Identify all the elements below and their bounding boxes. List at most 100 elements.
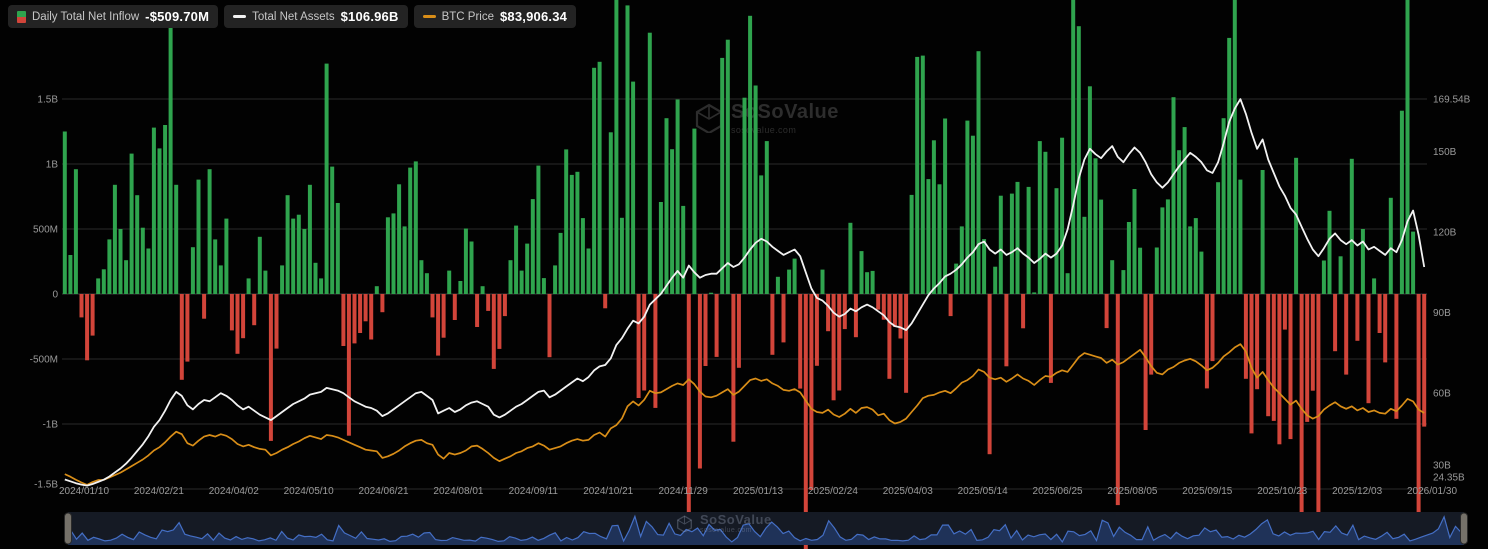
legend-chip-daily-net-inflow[interactable]: Daily Total Net Inflow -$509.70M [8, 5, 219, 28]
inflow-bar[interactable] [703, 294, 708, 366]
inflow-bar[interactable] [736, 294, 741, 368]
inflow-bar[interactable] [352, 294, 357, 344]
inflow-bar[interactable] [647, 32, 652, 294]
inflow-bar[interactable] [1099, 199, 1104, 294]
inflow-bar[interactable] [681, 205, 686, 294]
inflow-bar[interactable] [469, 241, 474, 295]
inflow-bar[interactable] [174, 184, 179, 294]
inflow-bar[interactable] [753, 85, 758, 295]
inflow-bar[interactable] [1199, 251, 1204, 294]
inflow-bar[interactable] [519, 270, 524, 294]
inflow-bar[interactable] [1355, 294, 1360, 341]
inflow-bar[interactable] [185, 294, 190, 362]
inflow-bar[interactable] [859, 251, 864, 294]
inflow-bar[interactable] [246, 278, 251, 294]
inflow-bar[interactable] [151, 127, 156, 294]
inflow-bar[interactable] [1171, 97, 1176, 294]
inflow-bar[interactable] [458, 281, 463, 294]
inflow-bar[interactable] [1243, 294, 1248, 379]
inflow-bar[interactable] [1115, 294, 1120, 506]
inflow-bar[interactable] [1249, 294, 1254, 434]
inflow-bar[interactable] [1110, 260, 1115, 294]
inflow-bar[interactable] [163, 125, 168, 294]
inflow-bar[interactable] [725, 39, 730, 295]
inflow-bar[interactable] [525, 243, 530, 294]
inflow-bar[interactable] [675, 99, 680, 295]
inflow-bar[interactable] [213, 239, 218, 294]
inflow-bar[interactable] [853, 294, 858, 338]
inflow-bar[interactable] [931, 140, 936, 294]
inflow-bar[interactable] [642, 294, 647, 391]
inflow-bar[interactable] [770, 294, 775, 355]
inflow-bar[interactable] [202, 294, 207, 319]
inflow-bar[interactable] [1048, 294, 1053, 383]
inflow-bar[interactable] [970, 135, 975, 294]
inflow-bar[interactable] [575, 171, 580, 294]
inflow-bar[interactable] [1087, 86, 1092, 294]
inflow-bar[interactable] [870, 270, 875, 294]
inflow-bar[interactable] [1037, 141, 1042, 294]
inflow-bar[interactable] [1310, 294, 1315, 391]
inflow-bar[interactable] [541, 278, 546, 294]
inflow-bar[interactable] [1015, 181, 1020, 294]
inflow-bar[interactable] [603, 294, 608, 309]
inflow-bar[interactable] [463, 228, 468, 295]
inflow-bar[interactable] [514, 225, 519, 294]
inflow-bar[interactable] [235, 294, 240, 354]
inflow-bar[interactable] [1004, 294, 1009, 367]
inflow-bar[interactable] [1149, 294, 1154, 375]
inflow-bar[interactable] [1009, 193, 1014, 294]
inflow-bar[interactable] [1138, 247, 1143, 294]
inflow-bar[interactable] [1210, 294, 1215, 362]
inflow-bar[interactable] [720, 57, 725, 295]
inflow-bar[interactable] [73, 169, 78, 294]
inflow-bar[interactable] [268, 294, 273, 441]
inflow-bar[interactable] [319, 278, 324, 294]
inflow-bar[interactable] [926, 179, 931, 294]
inflow-bar[interactable] [1054, 188, 1059, 294]
inflow-bar[interactable] [380, 294, 385, 313]
inflow-bar[interactable] [798, 294, 803, 389]
inflow-bar[interactable] [937, 184, 942, 294]
inflow-bar[interactable] [369, 294, 374, 340]
inflow-bar[interactable] [1327, 210, 1332, 294]
inflow-bar[interactable] [1271, 294, 1276, 421]
inflow-bar[interactable] [1032, 292, 1037, 294]
inflow-bar[interactable] [1411, 231, 1416, 294]
inflow-bar[interactable] [837, 294, 842, 391]
inflow-bar[interactable] [1360, 229, 1365, 294]
inflow-bar[interactable] [892, 294, 897, 327]
inflow-bar[interactable] [831, 294, 836, 401]
inflow-bar[interactable] [285, 195, 290, 294]
inflow-bar[interactable] [1321, 260, 1326, 295]
inflow-bar[interactable] [976, 51, 981, 295]
inflow-bar[interactable] [692, 128, 697, 294]
inflow-bar[interactable] [982, 239, 987, 294]
inflow-bar[interactable] [803, 294, 808, 549]
inflow-bar[interactable] [547, 294, 552, 358]
inflow-bar[interactable] [748, 15, 753, 295]
inflow-bar[interactable] [1121, 270, 1126, 294]
inflow-bar[interactable] [1294, 157, 1299, 294]
inflow-bar[interactable] [1277, 294, 1282, 445]
inflow-bar[interactable] [1143, 294, 1148, 430]
inflow-bar[interactable] [714, 294, 719, 357]
inflow-bar[interactable] [218, 265, 223, 294]
inflow-bar[interactable] [580, 218, 585, 294]
inflow-bar[interactable] [363, 294, 368, 322]
inflow-bar[interactable] [1366, 294, 1371, 404]
net-assets-line[interactable] [64, 98, 1426, 487]
inflow-bar[interactable] [1372, 278, 1377, 294]
inflow-bar[interactable] [1093, 158, 1098, 294]
inflow-bar[interactable] [1238, 179, 1243, 294]
navigator-left-handle[interactable] [64, 512, 72, 545]
inflow-bar[interactable] [959, 226, 964, 294]
inflow-bars-group[interactable] [62, 0, 1427, 549]
navigator[interactable] [64, 512, 1468, 545]
inflow-bar[interactable] [1188, 226, 1193, 294]
inflow-bar[interactable] [1104, 294, 1109, 329]
inflow-bar[interactable] [313, 262, 318, 294]
inflow-bar[interactable] [1065, 273, 1070, 294]
inflow-bar[interactable] [296, 214, 301, 294]
